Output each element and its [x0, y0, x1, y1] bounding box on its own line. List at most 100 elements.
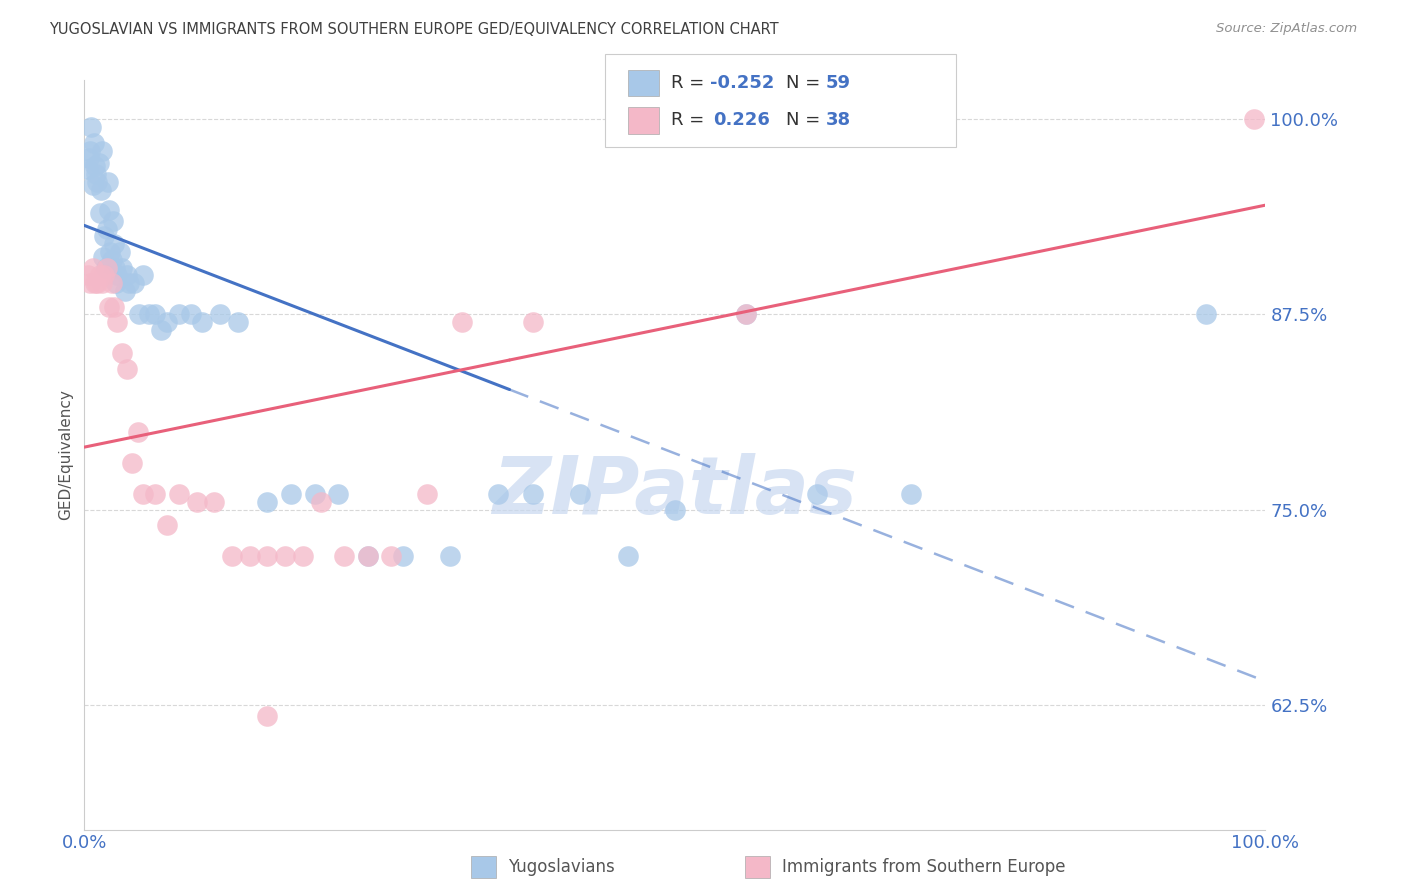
Text: Immigrants from Southern Europe: Immigrants from Southern Europe [782, 858, 1066, 876]
Point [806, 487, 828, 501]
Point [84, 159, 107, 173]
Point [105, 276, 128, 290]
Point [89, 206, 111, 220]
Point [309, 494, 332, 508]
Point [1195, 307, 1218, 321]
Point [127, 425, 149, 439]
Point [256, 708, 278, 723]
Point [664, 502, 686, 516]
Point [186, 494, 208, 508]
Text: Yugoslavians: Yugoslavians [508, 858, 614, 876]
Point [226, 315, 249, 329]
Point [115, 362, 138, 376]
Point [522, 487, 544, 501]
Point [486, 487, 509, 501]
Point [82, 260, 104, 275]
Point [616, 549, 638, 564]
Text: N =: N = [786, 112, 825, 129]
Point [84, 276, 107, 290]
Point [83, 136, 105, 150]
Point [256, 494, 278, 508]
Point [734, 307, 756, 321]
Point [84, 167, 107, 181]
Point [357, 549, 380, 564]
Point [357, 549, 380, 564]
Point [280, 487, 302, 501]
Point [97, 175, 120, 189]
Point [180, 307, 202, 321]
Point [132, 487, 155, 501]
Point [96, 260, 118, 275]
Point [221, 549, 243, 564]
Point [111, 346, 134, 360]
Point [239, 549, 262, 564]
Point [451, 315, 474, 329]
Point [89, 268, 111, 283]
Point [122, 276, 145, 290]
Point [416, 487, 439, 501]
Point [79, 144, 101, 158]
Point [1243, 112, 1265, 127]
Point [80, 120, 103, 134]
Point [96, 221, 118, 235]
Point [118, 276, 141, 290]
Point [291, 549, 314, 564]
Point [87, 156, 110, 170]
Point [93, 268, 115, 283]
Point [111, 260, 134, 275]
Point [115, 268, 138, 283]
Point [209, 307, 232, 321]
Text: 0.226: 0.226 [713, 112, 769, 129]
Point [138, 307, 160, 321]
Point [79, 276, 101, 290]
Point [333, 549, 356, 564]
Point [77, 162, 100, 177]
Point [91, 144, 114, 158]
Text: 59: 59 [825, 74, 851, 92]
Point [86, 175, 108, 189]
Point [114, 284, 136, 298]
Point [156, 315, 179, 329]
Point [522, 315, 544, 329]
Point [98, 300, 121, 314]
Point [132, 268, 155, 283]
Point [121, 456, 143, 470]
Point [93, 229, 115, 244]
Point [100, 276, 122, 290]
Point [107, 268, 129, 283]
Point [150, 323, 173, 337]
Point [101, 213, 124, 227]
Point [156, 518, 179, 533]
Point [202, 494, 225, 508]
Point [108, 244, 131, 259]
Point [104, 260, 127, 275]
Point [167, 487, 190, 501]
Point [86, 276, 108, 290]
Point [380, 549, 402, 564]
Point [98, 202, 121, 217]
Point [90, 182, 112, 196]
Point [94, 260, 117, 275]
Point [900, 487, 922, 501]
Point [100, 252, 122, 267]
Point [77, 151, 100, 165]
Point [128, 307, 150, 321]
Point [103, 237, 125, 252]
Point [91, 276, 114, 290]
Point [107, 315, 129, 329]
Point [328, 487, 350, 501]
Point [98, 244, 121, 259]
Text: ZIPatlas: ZIPatlas [492, 453, 858, 532]
Point [91, 250, 114, 264]
Point [77, 268, 100, 283]
Text: R =: R = [671, 112, 716, 129]
Point [167, 307, 190, 321]
Point [82, 178, 104, 192]
Point [143, 307, 166, 321]
Text: 38: 38 [825, 112, 851, 129]
Text: -0.252: -0.252 [710, 74, 775, 92]
Point [143, 487, 166, 501]
Point [191, 315, 214, 329]
Point [734, 307, 756, 321]
Point [274, 549, 297, 564]
